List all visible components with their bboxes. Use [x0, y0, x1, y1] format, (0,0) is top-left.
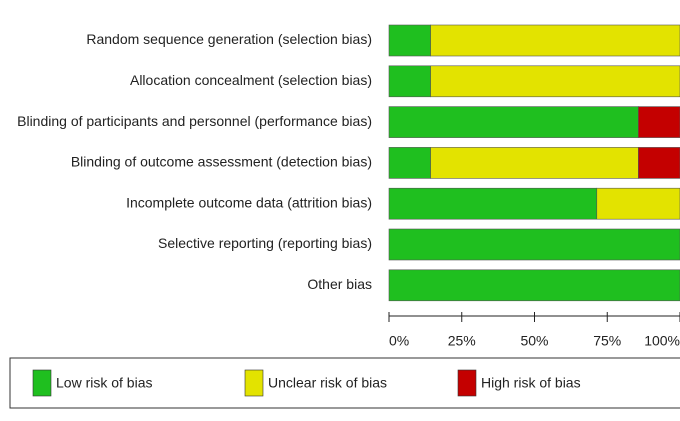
legend-swatch [457, 369, 477, 397]
bar-segment [388, 228, 680, 261]
x-tick-label: 50% [520, 333, 548, 349]
category-label: Blinding of participants and personnel (… [17, 113, 372, 129]
bar-segment [388, 187, 598, 220]
bar-segment [430, 147, 639, 179]
bar-segment [596, 187, 680, 220]
legend-label: Unclear risk of bias [268, 375, 387, 391]
bar-segment [388, 24, 431, 57]
x-tick-label: 25% [448, 333, 476, 349]
bar-segment [430, 24, 680, 57]
legend-swatch [32, 369, 52, 397]
category-label: Incomplete outcome data (attrition bias) [126, 194, 372, 210]
legend-swatch [244, 369, 264, 397]
bar-segment [638, 147, 680, 179]
bar-segment [388, 106, 639, 138]
bar-segment [430, 65, 680, 98]
category-label: Allocation concealment (selection bias) [130, 72, 372, 88]
category-label: Other bias [307, 276, 372, 292]
legend-label: Low risk of bias [56, 375, 152, 391]
bar-segment [388, 147, 431, 179]
x-tick-label: 100% [644, 333, 680, 349]
x-tick-label: 0% [389, 333, 409, 349]
category-label: Selective reporting (reporting bias) [158, 235, 372, 251]
bar-segment [638, 106, 680, 138]
legend-box [9, 357, 680, 409]
category-label: Blinding of outcome assessment (detectio… [71, 154, 372, 170]
bar-segment [388, 269, 680, 302]
bar-segment [388, 65, 431, 98]
legend-label: High risk of bias [481, 375, 581, 391]
x-tick-label: 75% [593, 333, 621, 349]
category-label: Random sequence generation (selection bi… [86, 31, 372, 47]
